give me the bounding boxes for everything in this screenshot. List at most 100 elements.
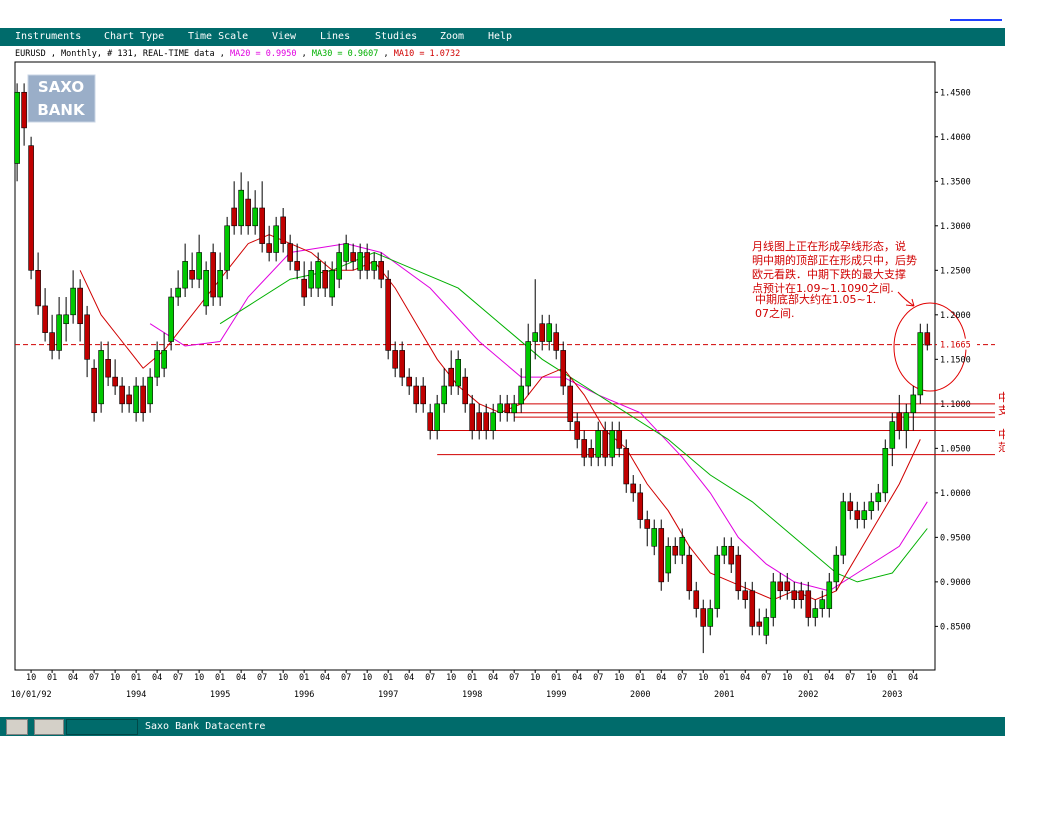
x-tick-label: 01 xyxy=(803,673,813,683)
x-tick-label: 07 xyxy=(341,673,351,683)
candle-body xyxy=(399,350,405,378)
logo xyxy=(27,74,96,123)
year-label: 1995 xyxy=(210,690,230,700)
candle-body xyxy=(861,510,868,520)
candle-body xyxy=(182,261,188,289)
candle-body xyxy=(707,608,714,627)
candle-body xyxy=(49,332,55,351)
candle-body xyxy=(434,403,440,431)
legend-separator: , xyxy=(215,49,230,59)
candle-body xyxy=(287,243,293,262)
menu-item[interactable]: Chart Type xyxy=(104,31,165,42)
x-tick-label: 01 xyxy=(719,673,729,683)
candle-body xyxy=(21,91,27,129)
x-tick-label: 07 xyxy=(761,673,771,683)
price-label: 1.1665 xyxy=(940,341,971,351)
x-tick-label: 04 xyxy=(488,673,498,683)
candle-body xyxy=(455,359,461,387)
candle-body xyxy=(189,270,195,280)
x-tick-label: 07 xyxy=(173,673,183,683)
candle-body xyxy=(490,412,497,431)
candle-body xyxy=(105,359,111,378)
y-tick-label: 0.9000 xyxy=(940,578,971,588)
candle-body xyxy=(700,608,707,627)
candle-body xyxy=(126,394,132,405)
x-tick-label: 01 xyxy=(635,673,645,683)
candle-body xyxy=(224,225,230,271)
x-tick-label: 10 xyxy=(194,673,204,683)
y-tick-label: 1.3000 xyxy=(940,222,971,232)
candle-body xyxy=(483,412,490,431)
candle-body xyxy=(14,91,20,164)
year-label: 1997 xyxy=(378,690,398,700)
y-tick-label: 1.2000 xyxy=(940,311,971,321)
candle-body xyxy=(210,252,216,298)
candle-body xyxy=(896,412,903,431)
legend-separator: , xyxy=(378,49,393,59)
candle-body xyxy=(133,385,139,414)
x-tick-label: 01 xyxy=(47,673,57,683)
status-button[interactable] xyxy=(34,719,64,735)
x-tick-label: 10 xyxy=(362,673,372,683)
x-tick-label: 07 xyxy=(425,673,435,683)
arrow xyxy=(897,291,915,307)
menu-item[interactable]: Studies xyxy=(375,31,418,42)
x-tick-label: 10 xyxy=(110,673,120,683)
candle-body xyxy=(672,545,679,556)
x-tick-label: 01 xyxy=(887,673,897,683)
menu-item[interactable]: Help xyxy=(488,31,513,42)
year-label: 1998 xyxy=(462,690,482,700)
candle-body xyxy=(350,252,356,262)
menu-item[interactable]: Time Scale xyxy=(188,31,249,42)
candle-body xyxy=(154,350,160,378)
candle-body xyxy=(875,492,882,503)
candle-body xyxy=(539,323,546,342)
candle-body xyxy=(476,412,483,431)
candle-body xyxy=(56,314,62,351)
candle-body xyxy=(805,590,812,618)
chart: EURUSD , Monthly, # 131, REAL-TIME data … xyxy=(0,46,1005,716)
candle-body xyxy=(784,581,791,592)
plot-frame xyxy=(14,61,936,671)
x-tick-label: 07 xyxy=(677,673,687,683)
candle-body xyxy=(364,252,370,271)
year-label: 2002 xyxy=(798,690,818,700)
legend-entry: MA10 = 1.0732 xyxy=(394,49,461,59)
candle-body xyxy=(889,421,896,449)
y-tick-label: 1.3500 xyxy=(940,177,971,187)
x-tick-label: 04 xyxy=(824,673,834,683)
x-tick-label: 07 xyxy=(257,673,267,683)
candle-body xyxy=(98,350,104,405)
candle-body xyxy=(420,385,426,405)
candle-body xyxy=(245,198,251,227)
menu-item[interactable]: Zoom xyxy=(440,31,465,42)
candle-body xyxy=(448,367,454,387)
candle-body xyxy=(497,403,504,414)
x-tick-label: 01 xyxy=(131,673,141,683)
annotation: 中期下跌 xyxy=(998,390,1005,404)
candle-body xyxy=(553,332,560,351)
x-tick-label: 10 xyxy=(278,673,288,683)
year-label: 1996 xyxy=(294,690,314,700)
candle-body xyxy=(616,430,623,449)
candle-body xyxy=(175,287,181,298)
y-tick-label: 1.1000 xyxy=(940,400,971,410)
year-label: 2000 xyxy=(630,690,650,700)
candle-body xyxy=(882,448,889,494)
candle-body xyxy=(693,590,700,609)
menu-item[interactable]: View xyxy=(272,31,297,42)
candle-body xyxy=(168,296,174,342)
x-tick-label: 01 xyxy=(551,673,561,683)
menu-item[interactable]: Instruments xyxy=(15,31,82,42)
menu-item[interactable]: Lines xyxy=(320,31,351,42)
candle-body xyxy=(917,332,924,396)
year-label: 2003 xyxy=(882,690,902,700)
status-button[interactable] xyxy=(6,719,28,735)
candle-body xyxy=(203,270,209,307)
x-tick-label: 04 xyxy=(740,673,750,683)
year-label: 2001 xyxy=(714,690,734,700)
candle-body xyxy=(735,554,742,592)
price-label-bg xyxy=(937,338,977,350)
y-tick-label: 1.4000 xyxy=(940,133,971,143)
